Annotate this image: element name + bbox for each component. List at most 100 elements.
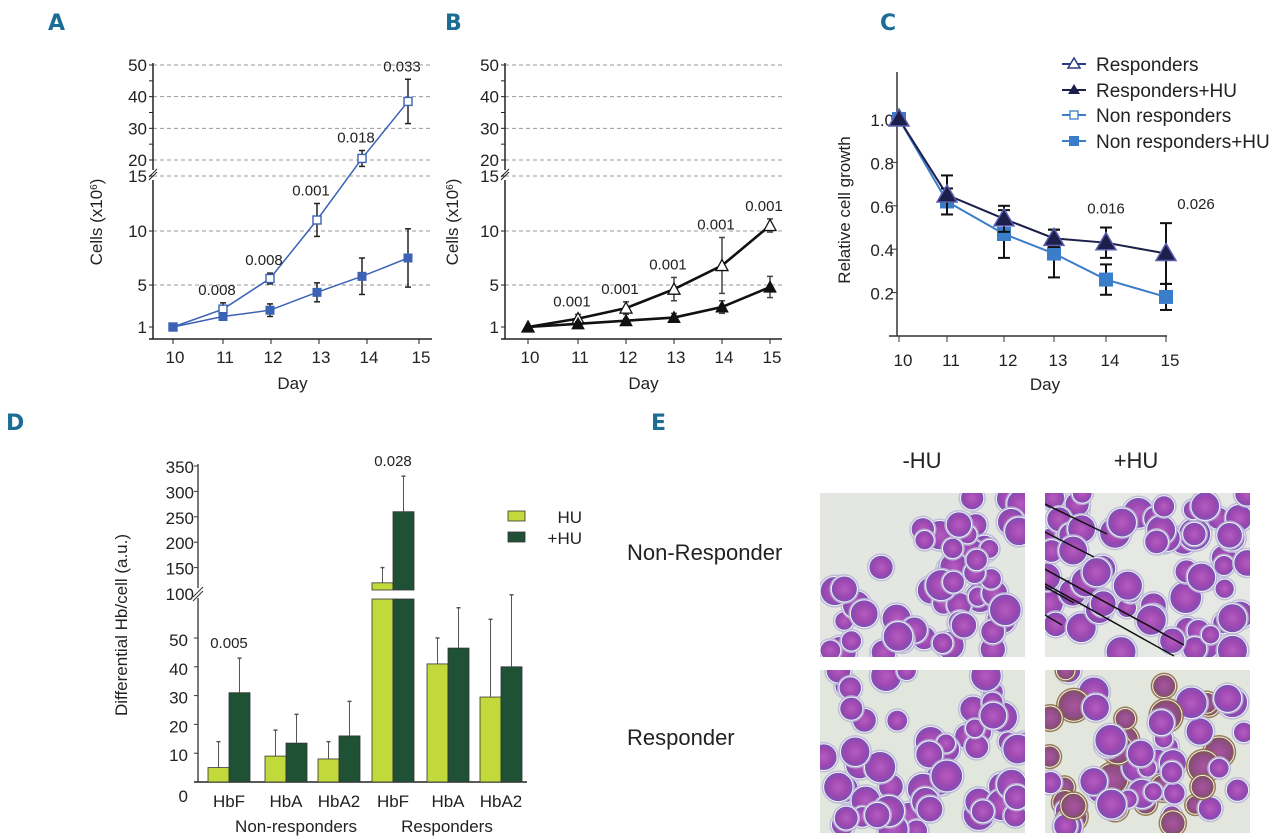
x-tick-label: 13 bbox=[667, 348, 686, 367]
micrograph-responder-minus-hu bbox=[820, 670, 1025, 833]
series-line-0 bbox=[527, 224, 771, 329]
bar-lower-segment bbox=[371, 598, 394, 783]
cell-nucleus bbox=[1071, 493, 1093, 504]
cell-nucleus bbox=[1190, 493, 1221, 521]
y-tick-label: 40 bbox=[128, 88, 147, 107]
marker-open-square bbox=[403, 96, 413, 107]
y-axis-label: Cells (x106) bbox=[443, 179, 462, 266]
cell-nucleus bbox=[896, 670, 917, 682]
cell-nucleus bbox=[988, 593, 1022, 627]
marker-open-square bbox=[312, 215, 322, 225]
panel-letter-d: D bbox=[6, 411, 24, 436]
cell-nucleus bbox=[965, 548, 988, 572]
y-tick-label: 0 bbox=[179, 787, 188, 806]
cell-nucleus bbox=[1002, 733, 1025, 765]
panel-letter-b: B bbox=[445, 11, 462, 36]
y-axis-label-main: Cells (x10 bbox=[87, 190, 106, 266]
y-tick-label: 200 bbox=[166, 534, 194, 553]
marker-open-triangle bbox=[762, 218, 778, 232]
x-tick-label: 14 bbox=[360, 348, 379, 367]
column-header-plus-hu: +HU bbox=[1114, 448, 1159, 473]
legend-label: Non responders bbox=[1096, 106, 1231, 127]
y-tick-label: 20 bbox=[128, 151, 147, 170]
p-value-label: 0.016 bbox=[1087, 201, 1125, 218]
cell-nucleus bbox=[915, 740, 944, 769]
cell-nucleus bbox=[1144, 529, 1169, 555]
y-tick-label: 0.2 bbox=[870, 285, 894, 304]
x-axis-label: Day bbox=[277, 374, 308, 393]
cell-nucleus bbox=[864, 801, 891, 829]
x-tick-label: 10 bbox=[894, 351, 913, 370]
cell-nucleus bbox=[830, 575, 858, 603]
cell-nucleus bbox=[965, 718, 985, 739]
cell-nucleus bbox=[1233, 549, 1250, 577]
legend-swatch bbox=[507, 531, 526, 543]
y-tick-label: 300 bbox=[166, 483, 194, 502]
p-value-label: 0.001 bbox=[649, 256, 687, 273]
cell-nucleus bbox=[1160, 760, 1184, 784]
p-value-label: 0.001 bbox=[553, 293, 591, 310]
category-label: HbA2 bbox=[480, 792, 523, 811]
y-tick-label: 250 bbox=[166, 509, 194, 528]
cell-nucleus bbox=[916, 795, 944, 823]
cell-nucleus bbox=[1163, 782, 1186, 805]
cell-nucleus bbox=[849, 599, 879, 629]
marker-filled-triangle bbox=[1094, 231, 1118, 251]
cell-nucleus bbox=[840, 630, 863, 652]
y-tick-label: 15 bbox=[480, 167, 499, 186]
axis-break-mark bbox=[192, 586, 204, 598]
category-label: HbA2 bbox=[318, 792, 361, 811]
cell-nucleus bbox=[1094, 724, 1127, 757]
y-tick-label: 5 bbox=[138, 276, 147, 295]
bar-lower-segment bbox=[392, 598, 415, 783]
cell-nucleus bbox=[1208, 757, 1230, 779]
y-axis-label: Differential Hb/cell (a.u.) bbox=[112, 534, 131, 716]
cell-nucleus bbox=[1081, 557, 1112, 588]
category-label: HbF bbox=[213, 792, 245, 811]
y-tick-label: 50 bbox=[169, 631, 188, 650]
row-header-responder: Responder bbox=[627, 725, 735, 750]
marker-filled-square bbox=[357, 271, 367, 281]
cell-nucleus bbox=[1081, 693, 1110, 722]
p-value-label: 0.001 bbox=[745, 198, 783, 215]
x-axis-label: Day bbox=[628, 374, 659, 393]
y-tick-label: 5 bbox=[490, 276, 499, 295]
micrograph-non-responder-minus-hu bbox=[820, 493, 1025, 657]
marker-filled-square bbox=[312, 287, 322, 297]
p-value-label: 0.028 bbox=[374, 453, 412, 470]
p-value-label: 0.001 bbox=[697, 216, 735, 233]
p-value-label: 0.026 bbox=[1177, 196, 1215, 213]
x-tick-label: 13 bbox=[312, 348, 331, 367]
cell-nucleus bbox=[1045, 705, 1063, 731]
cell-nucleus bbox=[1107, 507, 1137, 538]
marker-filled-triangle bbox=[935, 183, 959, 203]
x-tick-label: 15 bbox=[1161, 351, 1180, 370]
cell-nucleus bbox=[1055, 670, 1076, 681]
bar bbox=[338, 735, 361, 783]
y-axis-label-close: ) bbox=[443, 179, 462, 185]
cell-nucleus bbox=[820, 743, 838, 771]
cell-nucleus bbox=[1216, 521, 1243, 549]
y-tick-label: 30 bbox=[169, 689, 188, 708]
legend-marker-filled-triangle bbox=[1068, 84, 1080, 94]
cell-nucleus bbox=[1112, 570, 1143, 601]
arrow-shaft bbox=[1045, 531, 1095, 558]
x-tick-label: 10 bbox=[521, 348, 540, 367]
marker-open-triangle bbox=[666, 281, 682, 295]
x-tick-label: 11 bbox=[216, 348, 234, 367]
y-tick-label: 10 bbox=[169, 746, 188, 765]
series-line-3 bbox=[898, 118, 1167, 298]
cell-nucleus bbox=[931, 632, 954, 655]
y-tick-label: 1 bbox=[138, 318, 147, 337]
x-tick-label: 12 bbox=[264, 348, 283, 367]
y-tick-label: 40 bbox=[480, 88, 499, 107]
y-tick-label: 10 bbox=[480, 222, 499, 241]
x-tick-label: 11 bbox=[942, 351, 960, 370]
cell-nucleus bbox=[1185, 717, 1214, 746]
cell-nucleus bbox=[820, 639, 842, 657]
cell-nucleus bbox=[1225, 778, 1250, 802]
chart-c: 0.2 0.4 0.6 0.8 1.0 10 11 12 13 14 15 Day Relative c… bbox=[835, 55, 1270, 394]
marker-filled-triangle bbox=[667, 310, 681, 324]
